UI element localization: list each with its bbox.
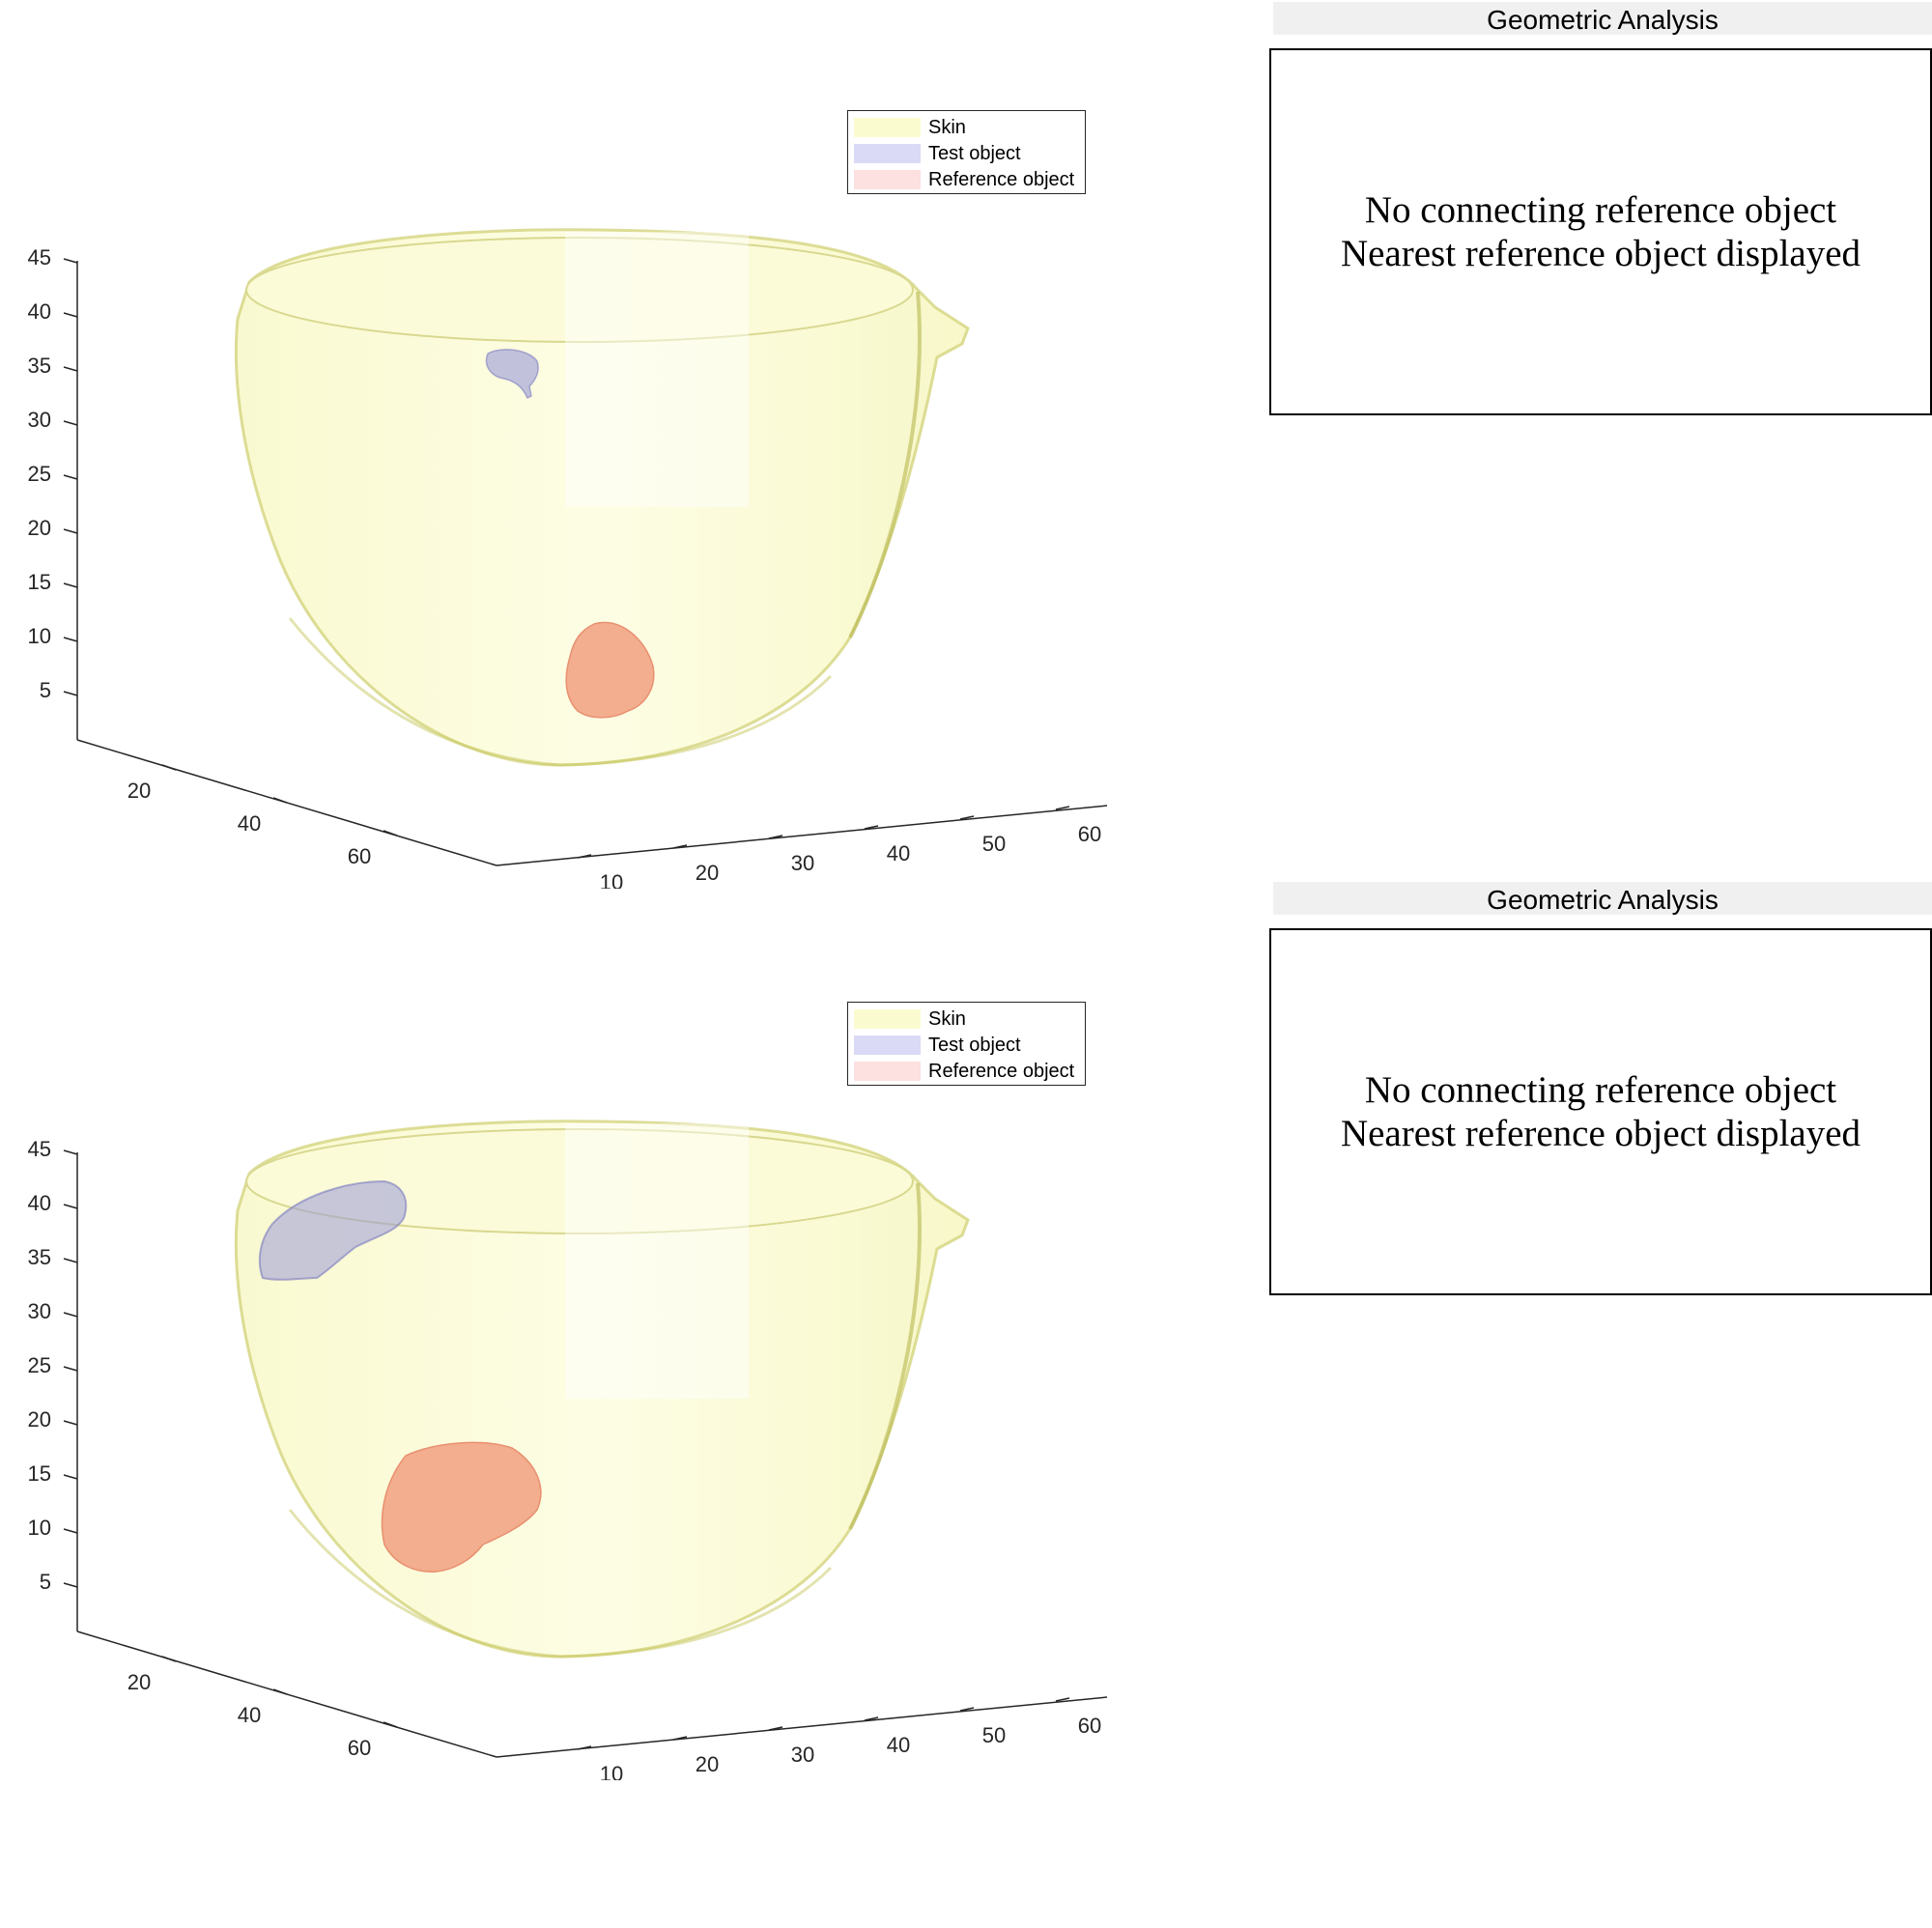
y-ticks <box>161 1656 398 1728</box>
z-tick-label: 10 <box>28 624 51 648</box>
x-axis-line <box>496 805 1108 866</box>
z-tick-label: 35 <box>28 354 51 378</box>
test-object <box>258 1179 408 1281</box>
panel-message-box: No connecting reference object Nearest r… <box>1269 48 1932 415</box>
skin-swatch <box>854 118 921 137</box>
panel-message-line: No connecting reference object <box>1364 189 1837 231</box>
z-tick-label: 20 <box>28 1407 51 1432</box>
z-tick-label: 5 <box>40 678 51 702</box>
legend-label: Skin <box>928 1007 966 1030</box>
z-tick-label: 20 <box>28 516 51 540</box>
reference-object <box>565 621 655 719</box>
legend-label: Skin <box>928 116 966 138</box>
x-ticks <box>577 806 1070 859</box>
plot-1-axes[interactable]: 45 40 35 30 25 20 15 10 5 20 40 60 1 <box>0 0 1140 889</box>
y-tick-label: 40 <box>238 1703 261 1727</box>
x-axis-line <box>496 1696 1108 1758</box>
skin-surface <box>234 228 970 767</box>
z-tick-label: 25 <box>28 462 51 486</box>
z-tick-label: 25 <box>28 1353 51 1377</box>
x-tick-label: 40 <box>887 841 910 865</box>
skin-swatch <box>854 1009 921 1029</box>
legend-label: Test object <box>928 1034 1021 1056</box>
x-tick-label: 60 <box>1078 1714 1101 1738</box>
x-ticks <box>577 1697 1070 1750</box>
x-tick-label: 40 <box>887 1733 910 1757</box>
panel-message-line: Nearest reference object displayed <box>1340 233 1861 274</box>
z-ticks <box>63 1149 78 1588</box>
y-ticks <box>161 764 398 836</box>
z-tick-label: 10 <box>28 1516 51 1540</box>
test-object-swatch <box>854 144 921 163</box>
legend[interactable]: Skin Test object Reference object <box>847 1002 1086 1086</box>
legend-item-skin[interactable]: Skin <box>854 115 966 140</box>
legend-label: Test object <box>928 142 1021 164</box>
panel-title: Geometric Analysis <box>1273 2 1932 35</box>
x-tick-label: 50 <box>982 832 1006 856</box>
legend-label: Reference object <box>928 1060 1075 1082</box>
z-tick-label: 45 <box>28 245 51 269</box>
z-tick-label: 30 <box>28 1299 51 1323</box>
test-object <box>485 349 539 400</box>
test-object-swatch <box>854 1035 921 1055</box>
reference-object-swatch <box>854 170 921 189</box>
geometric-analysis-panel-1: Geometric Analysis No connecting referen… <box>1269 2 1932 415</box>
z-tick-label: 15 <box>28 570 51 594</box>
legend-label: Reference object <box>928 168 1075 190</box>
x-tick-label: 20 <box>696 1752 719 1776</box>
legend-item-reference-object[interactable]: Reference object <box>854 167 1074 192</box>
x-tick-label: 30 <box>791 1743 814 1767</box>
y-tick-label: 60 <box>348 844 371 868</box>
x-tick-label: 10 <box>600 1762 623 1780</box>
x-tick-label: 50 <box>982 1723 1006 1747</box>
reference-object <box>381 1441 542 1573</box>
legend[interactable]: Skin Test object Reference object <box>847 110 1086 194</box>
legend-item-test-object[interactable]: Test object <box>854 141 1021 166</box>
z-tick-label: 45 <box>28 1137 51 1161</box>
y-tick-label: 60 <box>348 1736 371 1760</box>
legend-item-test-object[interactable]: Test object <box>854 1033 1021 1058</box>
legend-item-reference-object[interactable]: Reference object <box>854 1059 1074 1084</box>
y-tick-label: 40 <box>238 811 261 836</box>
x-tick-label: 60 <box>1078 822 1101 846</box>
plot-2[interactable]: 45 40 35 30 25 20 15 10 5 20 40 60 10 20 <box>0 892 1140 1780</box>
x-tick-label: 20 <box>696 861 719 885</box>
y-tick-label: 20 <box>128 1670 151 1694</box>
z-tick-label: 30 <box>28 408 51 432</box>
z-tick-label: 15 <box>28 1461 51 1486</box>
panel-title: Geometric Analysis <box>1273 882 1932 915</box>
reference-object-swatch <box>854 1062 921 1081</box>
plot-2-axes[interactable]: 45 40 35 30 25 20 15 10 5 20 40 60 10 20 <box>0 892 1140 1780</box>
x-tick-label: 30 <box>791 851 814 875</box>
x-tick-label: 10 <box>600 870 623 889</box>
geometric-analysis-panel-2: Geometric Analysis No connecting referen… <box>1269 882 1932 1295</box>
z-tick-label: 40 <box>28 1191 51 1215</box>
z-tick-label: 40 <box>28 299 51 324</box>
panel-message-line: Nearest reference object displayed <box>1340 1113 1861 1154</box>
z-tick-label: 5 <box>40 1570 51 1594</box>
panel-message-box: No connecting reference object Nearest r… <box>1269 928 1932 1295</box>
plot-1[interactable]: 45 40 35 30 25 20 15 10 5 20 40 60 1 <box>0 0 1140 889</box>
z-ticks <box>63 258 78 696</box>
panel-message-line: No connecting reference object <box>1364 1069 1837 1111</box>
z-tick-label: 35 <box>28 1245 51 1269</box>
y-tick-label: 20 <box>128 779 151 803</box>
legend-item-skin[interactable]: Skin <box>854 1007 966 1032</box>
